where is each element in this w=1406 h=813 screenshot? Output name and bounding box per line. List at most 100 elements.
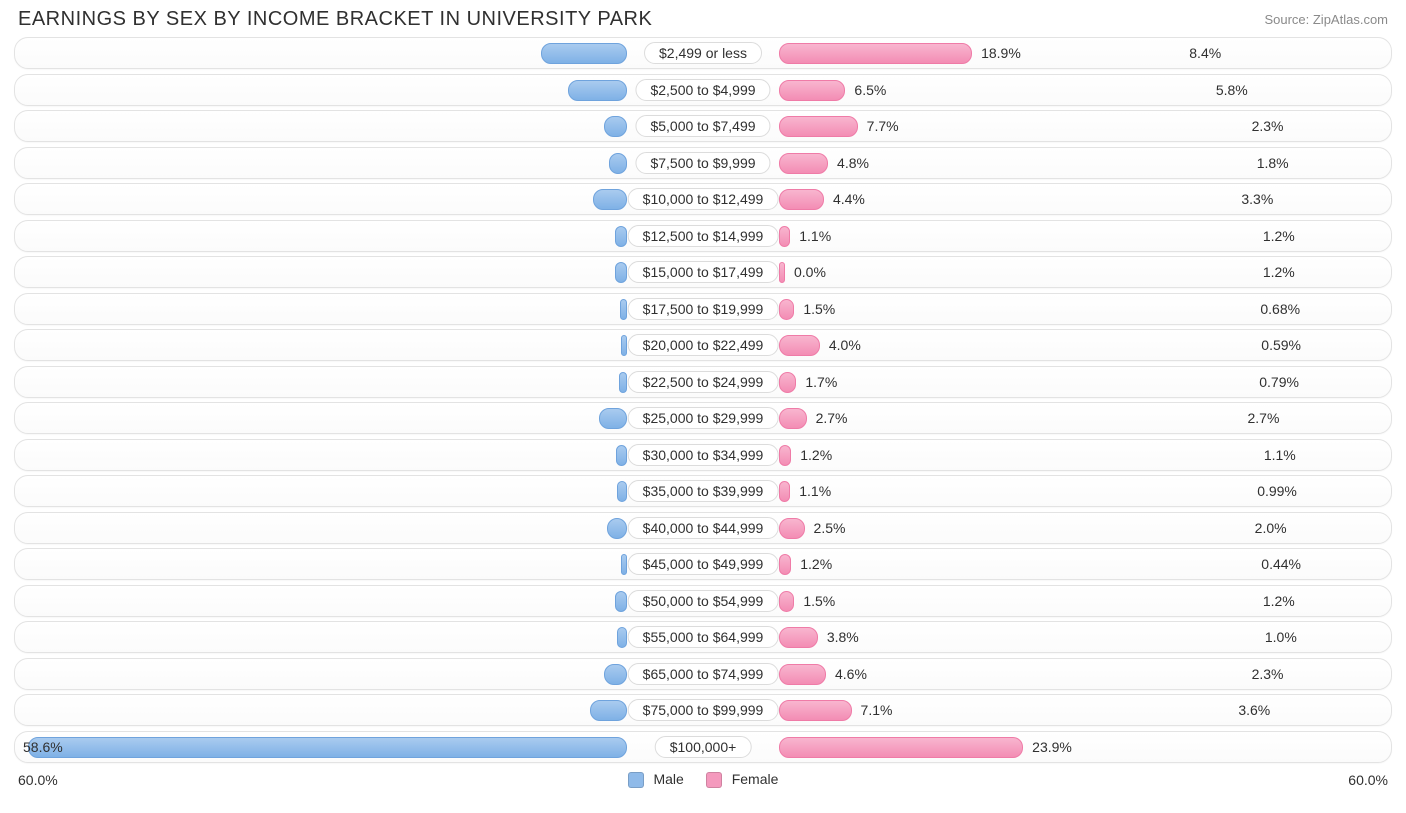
female-bar <box>779 554 791 575</box>
male-value: 1.2% <box>1263 228 1295 244</box>
male-value: 1.8% <box>1257 155 1289 171</box>
male-bar <box>619 372 627 393</box>
bracket-label: $75,000 to $99,999 <box>628 699 779 721</box>
chart-row: 58.6%23.9%$100,000+ <box>14 731 1392 763</box>
male-bar <box>615 226 627 247</box>
chart-row: 1.0%3.8%$55,000 to $64,999 <box>14 621 1392 653</box>
bracket-label: $65,000 to $74,999 <box>628 663 779 685</box>
female-value: 4.6% <box>835 666 867 682</box>
chart-row: 3.3% 4.4% $10,000 to $12,499 <box>14 183 1392 215</box>
bracket-label: $10,000 to $12,499 <box>628 188 779 210</box>
legend-female: Female <box>706 771 779 788</box>
female-bar <box>779 116 858 137</box>
female-bar <box>779 700 852 721</box>
bracket-label: $15,000 to $17,499 <box>628 261 779 283</box>
female-value: 23.9% <box>1032 739 1072 755</box>
female-bar <box>779 262 785 283</box>
bracket-label: $5,000 to $7,499 <box>635 115 770 137</box>
chart-area: 8.4% 18.9% $2,499 or less 5.8%6.5%$2,500 to… <box>0 37 1406 763</box>
female-value: 2.5% <box>814 520 846 536</box>
male-bar <box>599 408 627 429</box>
chart-row: 0.79% 1.7% $22,500 to $24,999 <box>14 366 1392 398</box>
male-value: 1.1% <box>1264 447 1296 463</box>
chart-row: 1.2%0.0%$15,000 to $17,499 <box>14 256 1392 288</box>
female-bar <box>779 627 818 648</box>
bracket-label: $25,000 to $29,999 <box>628 407 779 429</box>
male-value: 3.3% <box>1241 191 1273 207</box>
female-value: 0.0% <box>794 264 826 280</box>
female-value: 1.7% <box>805 374 837 390</box>
male-value: 2.0% <box>1255 520 1287 536</box>
bracket-label: $55,000 to $64,999 <box>628 626 779 648</box>
axis-right-max: 60.0% <box>1348 772 1388 788</box>
male-bar <box>28 737 627 758</box>
female-bar <box>779 445 791 466</box>
bracket-label: $30,000 to $34,999 <box>628 444 779 466</box>
male-bar <box>615 591 627 612</box>
chart-row: 1.2%1.5%$50,000 to $54,999 <box>14 585 1392 617</box>
chart-source: Source: ZipAtlas.com <box>1264 12 1388 27</box>
legend: Male Female <box>628 771 779 788</box>
bracket-label: $35,000 to $39,999 <box>628 480 779 502</box>
female-value: 1.5% <box>803 593 835 609</box>
female-value: 4.4% <box>833 191 865 207</box>
female-value: 1.2% <box>800 556 832 572</box>
bracket-label: $2,499 or less <box>644 42 762 64</box>
male-bar <box>604 664 627 685</box>
female-bar <box>779 43 972 64</box>
male-value: 0.44% <box>1261 556 1301 572</box>
male-bar <box>617 481 627 502</box>
chart-row: 2.3%7.7%$5,000 to $7,499 <box>14 110 1392 142</box>
female-value: 1.2% <box>800 447 832 463</box>
female-value: 7.1% <box>861 702 893 718</box>
chart-row: 8.4% 18.9% $2,499 or less <box>14 37 1392 69</box>
female-bar <box>779 481 790 502</box>
male-swatch-icon <box>628 772 644 788</box>
male-value: 0.99% <box>1257 483 1297 499</box>
female-bar <box>779 518 805 539</box>
male-bar <box>590 700 627 721</box>
chart-row: 0.59% 4.0% $20,000 to $22,499 <box>14 329 1392 361</box>
bracket-label: $40,000 to $44,999 <box>628 517 779 539</box>
bracket-label: $22,500 to $24,999 <box>628 371 779 393</box>
chart-row: 2.7%2.7%$25,000 to $29,999 <box>14 402 1392 434</box>
chart-row: 0.68%1.5%$17,500 to $19,999 <box>14 293 1392 325</box>
female-bar <box>779 737 1023 758</box>
bracket-label: $12,500 to $14,999 <box>628 225 779 247</box>
male-value: 8.4% <box>1189 45 1221 61</box>
male-value: 2.7% <box>1248 410 1280 426</box>
female-swatch-icon <box>706 772 722 788</box>
female-value: 4.0% <box>829 337 861 353</box>
chart-row: 0.99%1.1%$35,000 to $39,999 <box>14 475 1392 507</box>
chart-row: 5.8%6.5%$2,500 to $4,999 <box>14 74 1392 106</box>
male-bar <box>609 153 627 174</box>
bracket-label: $20,000 to $22,499 <box>628 334 779 356</box>
male-value: 0.79% <box>1259 374 1299 390</box>
legend-female-label: Female <box>732 771 779 787</box>
male-value: 0.68% <box>1260 301 1300 317</box>
female-value: 1.5% <box>803 301 835 317</box>
male-bar <box>593 189 627 210</box>
male-bar <box>541 43 627 64</box>
chart-row: 2.0% 2.5% $40,000 to $44,999 <box>14 512 1392 544</box>
axis-left-max: 60.0% <box>18 772 58 788</box>
legend-male-label: Male <box>653 771 683 787</box>
male-bar <box>615 262 627 283</box>
male-value: 0.59% <box>1261 337 1301 353</box>
female-bar <box>779 591 794 612</box>
male-bar <box>616 445 627 466</box>
male-value: 2.3% <box>1252 118 1284 134</box>
male-value: 58.6% <box>23 739 63 755</box>
bracket-label: $2,500 to $4,999 <box>635 79 770 101</box>
male-value: 2.3% <box>1252 666 1284 682</box>
female-bar <box>779 664 826 685</box>
female-bar <box>779 372 796 393</box>
female-bar <box>779 226 790 247</box>
female-value: 18.9% <box>981 45 1021 61</box>
chart-row: 3.6%7.1%$75,000 to $99,999 <box>14 694 1392 726</box>
chart-row: 0.44%1.2%$45,000 to $49,999 <box>14 548 1392 580</box>
male-bar <box>617 627 627 648</box>
bracket-label: $7,500 to $9,999 <box>635 152 770 174</box>
chart-title: EARNINGS BY SEX BY INCOME BRACKET IN UNI… <box>18 8 652 31</box>
chart-row: 1.8%4.8%$7,500 to $9,999 <box>14 147 1392 179</box>
